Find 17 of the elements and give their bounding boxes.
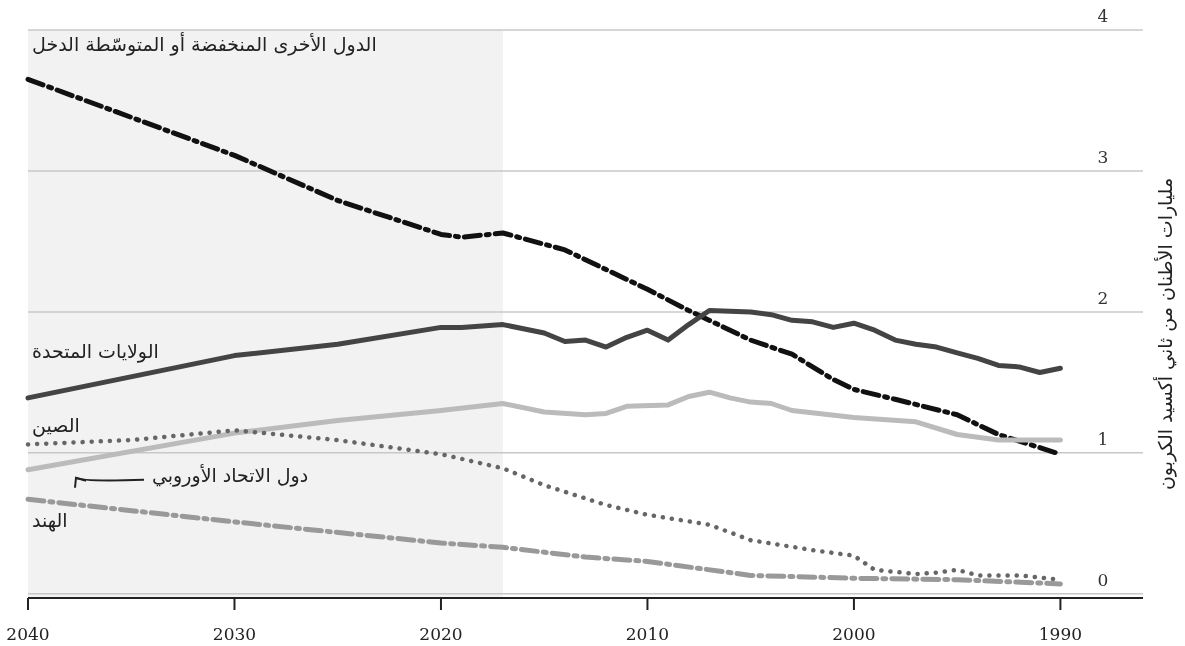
series-label: الدول الأخرى المنخفضة أو المتوسّطة الدخل (32, 32, 377, 57)
series-label: الهند (32, 509, 68, 533)
series-label: دول الاتحاد الأوروبي (152, 463, 309, 487)
y-tick-label: 2 (1097, 287, 1109, 308)
x-tick-label: 2020 (419, 624, 463, 644)
x-tick-label: 2010 (625, 624, 670, 644)
series-label: الصين (32, 414, 80, 438)
x-tick-label: 1990 (1038, 624, 1083, 644)
y-tick-label: 3 (1097, 146, 1109, 167)
x-tick-label: 2030 (212, 624, 257, 644)
y-tick-label: 4 (1097, 6, 1109, 26)
series-label: الولايات المتحدة (32, 339, 159, 363)
y-axis-title: مليارات الأطنان من ثاني أكسيد الكربون (1153, 177, 1177, 491)
x-tick-label: 2040 (6, 624, 50, 644)
y-tick-label: 0 (1097, 569, 1109, 590)
y-tick-label: 1 (1097, 428, 1109, 449)
x-tick-label: 2000 (832, 624, 876, 644)
